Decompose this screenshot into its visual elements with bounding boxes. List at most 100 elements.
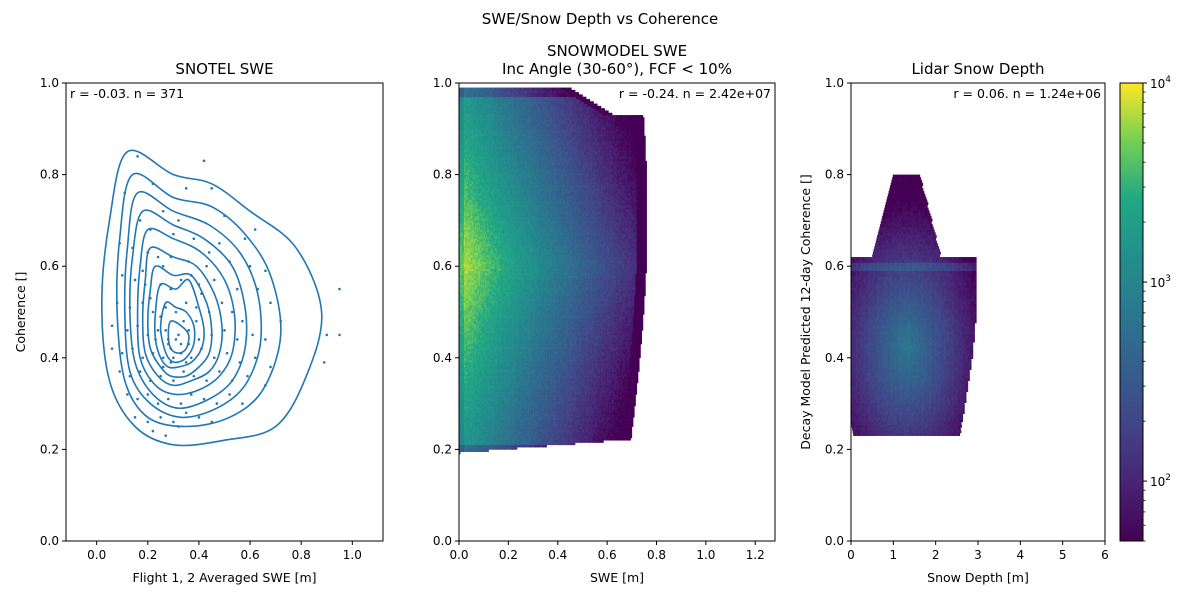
scatter-point — [154, 338, 157, 341]
scatter-point — [175, 338, 178, 341]
scatter-point — [172, 421, 175, 424]
scatter-point — [121, 274, 124, 277]
snowmodel-heatmap — [459, 88, 647, 455]
heatmap-cell — [637, 376, 639, 379]
scatter-point — [175, 311, 178, 314]
scatter-point — [200, 347, 203, 350]
scatter-point — [123, 192, 126, 195]
snotel-x-tick-label: 0.0 — [87, 548, 106, 562]
heatmap-cell — [633, 408, 635, 411]
snotel-kde-contours — [102, 150, 322, 445]
scatter-point — [149, 228, 152, 231]
scatter-point — [241, 402, 244, 405]
snotel-y-tick-label: 0.6 — [40, 259, 59, 273]
heatmap-cell — [632, 420, 634, 423]
scatter-point — [239, 361, 242, 364]
scatter-point — [147, 421, 150, 424]
scatter-point — [167, 338, 170, 341]
scatter-point — [195, 320, 198, 323]
scatter-point — [180, 352, 183, 355]
scatter-point — [185, 411, 188, 414]
snotel-x-tick-label: 1.0 — [343, 548, 362, 562]
scatter-point — [134, 279, 137, 282]
scatter-point — [170, 347, 173, 350]
scatter-point — [264, 338, 267, 341]
scatter-point — [228, 393, 231, 396]
scatter-point — [177, 334, 180, 337]
scatter-point — [129, 306, 132, 309]
scatter-point — [210, 334, 213, 337]
scatter-point — [246, 375, 249, 378]
snotel-x-ticks: 0.0 0.2 0.4 0.6 0.8 1.0 — [87, 541, 362, 562]
scatter-point — [249, 265, 252, 268]
scatter-point — [152, 352, 155, 355]
scatter-point — [203, 398, 206, 401]
scatter-point — [236, 288, 239, 291]
scatter-point — [251, 334, 254, 337]
heatmap-cell — [631, 433, 633, 436]
scatter-point — [203, 160, 206, 163]
scatter-point — [231, 311, 234, 314]
snotel-y-tick-label: 1.0 — [40, 76, 59, 90]
heatmap-cell — [574, 443, 576, 446]
scatter-point — [116, 302, 119, 305]
scatter-point — [157, 329, 160, 332]
scatter-point — [136, 155, 139, 158]
snotel-y-tick-label: 0.0 — [40, 534, 59, 548]
scatter-point — [216, 402, 219, 405]
scatter-point — [136, 398, 139, 401]
heatmap-cell — [516, 447, 518, 450]
scatter-point — [231, 379, 234, 382]
scatter-point — [187, 329, 190, 332]
heatmap-cell — [602, 440, 604, 443]
scatter-point — [254, 357, 257, 360]
scatter-point — [213, 357, 216, 360]
scatter-point — [187, 343, 190, 346]
snotel-ylabel: Coherence [] — [13, 272, 28, 353]
snotel-y-tick-label: 0.4 — [40, 351, 59, 365]
scatter-point — [131, 347, 134, 350]
scatter-point — [149, 297, 152, 300]
heatmap-cell — [637, 374, 639, 377]
snotel-y-tick-label: 0.2 — [40, 442, 59, 456]
scatter-point — [190, 274, 193, 277]
scatter-point — [254, 228, 257, 231]
scatter-point — [226, 352, 229, 355]
scatter-point — [139, 219, 142, 222]
scatter-point — [167, 398, 170, 401]
scatter-point — [264, 269, 267, 272]
scatter-point — [223, 329, 226, 332]
heatmap-cell — [629, 438, 631, 441]
scatter-point — [111, 324, 114, 327]
scatter-point — [264, 384, 267, 387]
kde-contour — [102, 150, 322, 445]
heatmap-cell — [632, 422, 634, 425]
scatter-point — [177, 425, 180, 428]
scatter-point — [172, 233, 175, 236]
scatter-point — [323, 361, 326, 364]
scatter-point — [134, 416, 137, 419]
scatter-point — [210, 421, 213, 424]
scatter-point — [152, 430, 155, 433]
snotel-y-tick-label: 0.8 — [40, 168, 59, 182]
scatter-point — [190, 393, 193, 396]
heatmap-cell — [634, 397, 636, 400]
scatter-point — [279, 320, 282, 323]
snotel-x-tick-label: 0.6 — [241, 548, 260, 562]
scatter-point — [157, 402, 160, 405]
scatter-point — [162, 366, 165, 369]
figure-suptitle: SWE/Snow Depth vs Coherence — [482, 10, 718, 28]
scatter-point — [170, 288, 173, 291]
scatter-point — [147, 393, 150, 396]
scatter-point — [185, 187, 188, 190]
heatmap-cell — [633, 406, 635, 409]
scatter-point — [159, 315, 162, 318]
scatter-point — [218, 242, 221, 245]
scatter-point — [195, 306, 198, 309]
heatmap-cell — [637, 381, 639, 384]
heatmap-cell — [631, 436, 633, 439]
scatter-point — [162, 265, 165, 268]
snotel-xlabel: Flight 1, 2 Averaged SWE [m] — [132, 570, 316, 585]
scatter-point — [208, 311, 211, 314]
scatter-point — [111, 347, 114, 350]
